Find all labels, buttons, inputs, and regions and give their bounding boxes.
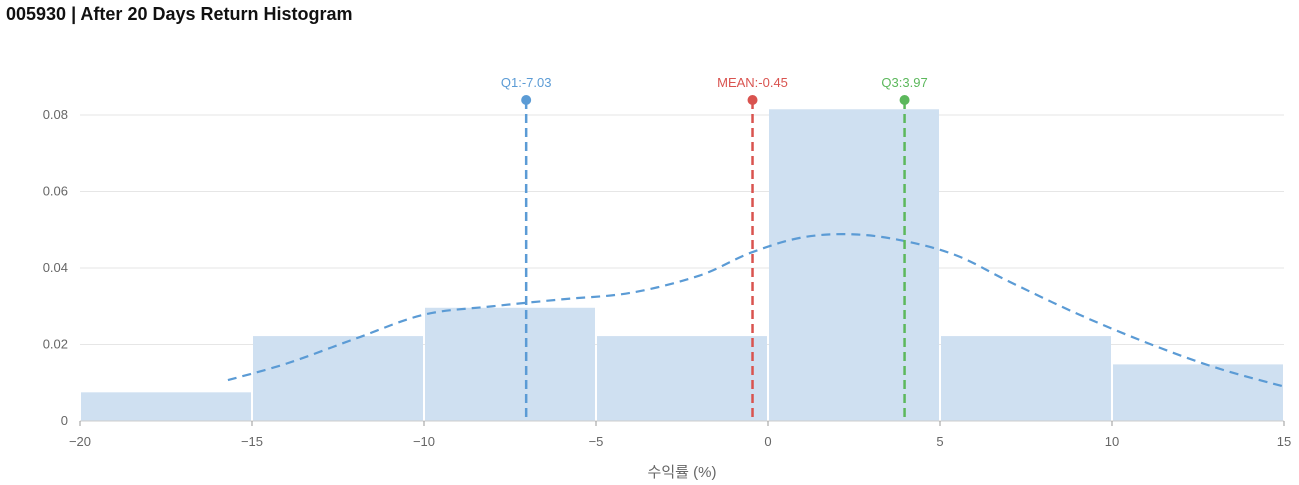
x-tick-label: −15 (241, 434, 263, 449)
x-tick-label: 10 (1105, 434, 1119, 449)
x-tick-label: −20 (69, 434, 91, 449)
x-axis-title: 수익률 (%) (648, 464, 717, 481)
y-tick-label: 0.08 (43, 107, 68, 122)
histogram-bar (769, 109, 939, 421)
marker-label: Q1:-7.03 (501, 75, 552, 90)
x-tick-label: −5 (589, 434, 604, 449)
x-tick-label: 15 (1277, 434, 1291, 449)
chart-title: 005930 | After 20 Days Return Histogram (6, 4, 353, 24)
y-tick-label: 0.02 (43, 337, 68, 352)
y-tick-label: 0.04 (43, 260, 68, 275)
x-tick-label: 0 (764, 434, 771, 449)
histogram-bar (941, 336, 1111, 421)
marker-dot (899, 95, 910, 105)
marker-dot (521, 95, 532, 105)
histogram-bar (1113, 364, 1283, 421)
marker-label: Q3:3.97 (881, 75, 927, 90)
histogram-bar (425, 307, 595, 421)
histogram-bar (81, 392, 251, 421)
x-tick-label: 5 (936, 434, 943, 449)
marker-label: MEAN:-0.45 (717, 75, 788, 90)
y-tick-label: 0 (61, 413, 68, 428)
y-tick-label: 0.06 (43, 184, 68, 199)
marker-dot (747, 95, 758, 105)
density-curve-line (227, 233, 1285, 388)
histogram-bar (253, 336, 423, 421)
x-tick-label: −10 (413, 434, 435, 449)
histogram-bar (597, 336, 767, 421)
